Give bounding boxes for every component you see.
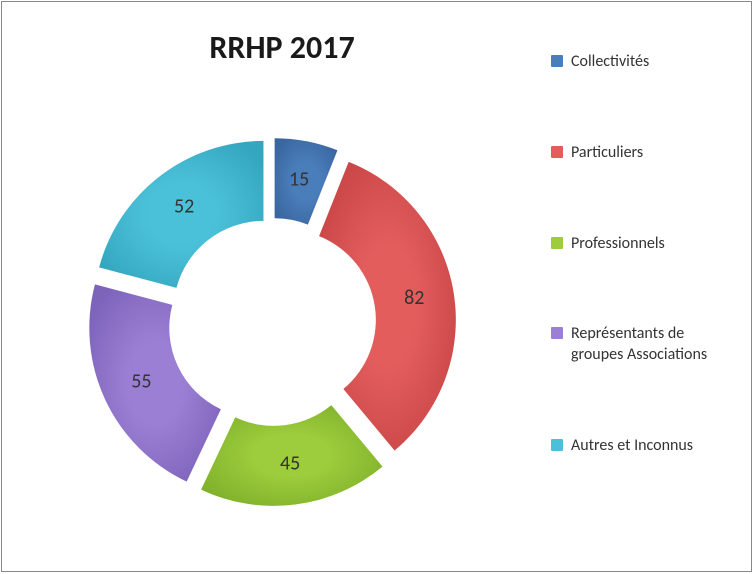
- legend-swatch-4: [551, 439, 563, 451]
- legend-swatch-3: [551, 327, 563, 339]
- legend-swatch-2: [551, 237, 563, 249]
- legend-item-4: Autres et Inconnus: [551, 436, 731, 457]
- slice-3: [89, 284, 221, 481]
- chart-title: RRHP 2017: [2, 28, 562, 67]
- legend-label-4: Autres et Inconnus: [571, 436, 693, 457]
- legend: Collectivités Particuliers Professionnels R…: [551, 52, 731, 527]
- slice-value-4: 52: [174, 195, 194, 219]
- slice-value-1: 82: [404, 286, 424, 310]
- legend-label-3: Représentants de groupes Associations: [571, 324, 731, 366]
- legend-item-3: Représentants de groupes Associations: [551, 324, 731, 366]
- legend-item-2: Professionnels: [551, 234, 731, 255]
- chart-frame: RRHP 2017 15 82 45 55 52 Collectivités Partic…: [1, 1, 752, 572]
- slice-1: [319, 162, 456, 451]
- legend-item-1: Particuliers: [551, 143, 731, 164]
- legend-swatch-1: [551, 146, 563, 158]
- doughnut-chart: 15 82 45 55 52: [22, 112, 522, 552]
- slice-value-0: 15: [289, 167, 309, 191]
- slice-value-2: 45: [280, 452, 300, 476]
- slice-value-3: 55: [131, 370, 151, 394]
- legend-swatch-0: [551, 55, 563, 67]
- legend-item-0: Collectivités: [551, 52, 731, 73]
- legend-label-0: Collectivités: [571, 52, 649, 73]
- legend-label-2: Professionnels: [571, 234, 665, 255]
- legend-label-1: Particuliers: [571, 143, 643, 164]
